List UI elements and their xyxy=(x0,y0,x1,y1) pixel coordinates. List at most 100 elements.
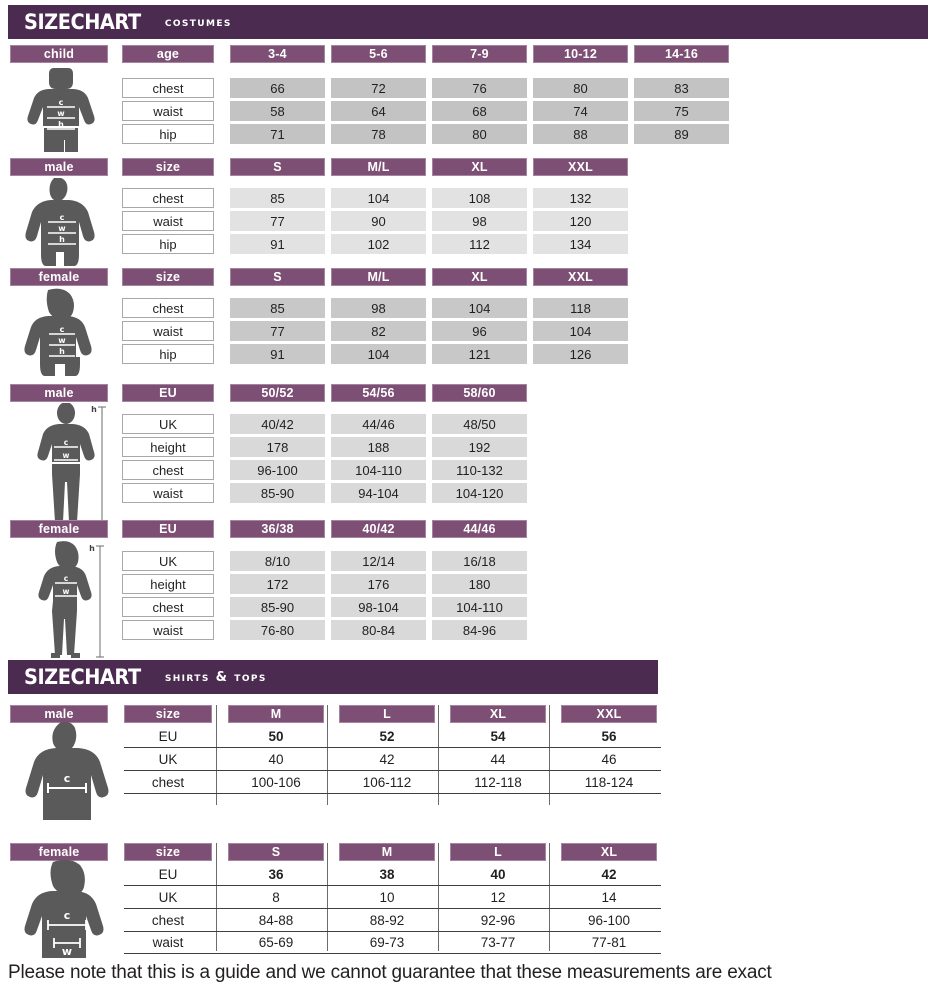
banner-subtitle: SHIRTS & TOPS xyxy=(164,669,267,685)
data-cell: 104-110 xyxy=(331,460,426,480)
data-cell: 77-81 xyxy=(591,934,627,950)
section-label-male-eu: male xyxy=(10,384,108,402)
banner-title: SIZECHART xyxy=(24,665,141,689)
grid-hline xyxy=(124,770,661,771)
data-cell: 12/14 xyxy=(331,551,426,571)
size-header-shirts-male-3: XXL xyxy=(561,705,657,723)
data-cell: 110-132 xyxy=(432,460,527,480)
data-cell: 38 xyxy=(379,866,395,882)
data-cell: 89 xyxy=(634,124,729,144)
figure-marker-h: h xyxy=(59,347,65,356)
grid-vline xyxy=(216,705,217,805)
data-cell: 82 xyxy=(331,321,426,341)
data-cell: 126 xyxy=(533,344,628,364)
data-cell: 85 xyxy=(230,188,325,208)
data-cell: 78 xyxy=(331,124,426,144)
data-cell: 54 xyxy=(490,728,506,744)
female-shirt-silhouette-figure: c w xyxy=(22,858,120,958)
data-cell: 68 xyxy=(432,101,527,121)
size-header-male-eu-0: 50/52 xyxy=(230,384,325,402)
data-cell: 84-88 xyxy=(258,912,294,928)
row-label-female-1: waist xyxy=(122,321,214,341)
data-cell: 64 xyxy=(331,101,426,121)
figure-marker-w: w xyxy=(58,224,66,233)
row-label-female-eu-3: waist xyxy=(122,620,214,640)
size-header-child-2: 7-9 xyxy=(432,45,527,63)
data-cell: 56 xyxy=(601,728,617,744)
figure-marker-c: c xyxy=(64,909,71,922)
data-cell: 106-112 xyxy=(362,774,412,790)
data-cell: 42 xyxy=(379,751,395,767)
grid-vline xyxy=(327,705,328,805)
data-cell: 14 xyxy=(601,889,617,905)
size-header-female-eu-1: 40/42 xyxy=(331,520,426,538)
data-cell: 104-120 xyxy=(432,483,527,503)
figure-marker-w: w xyxy=(58,336,66,345)
size-header-child-3: 10-12 xyxy=(533,45,628,63)
figure-marker-w: w xyxy=(63,451,70,460)
data-cell: 102 xyxy=(331,234,426,254)
size-header-female-1: M/L xyxy=(331,268,426,286)
female-torso-silhouette-figure: c w h xyxy=(18,288,106,376)
section-label-shirts-male: male xyxy=(10,705,108,723)
data-cell: 58 xyxy=(230,101,325,121)
data-cell: 104-110 xyxy=(432,597,527,617)
figure-marker-c: c xyxy=(60,213,65,222)
section-label-female-eu: female xyxy=(10,520,108,538)
data-cell: 44 xyxy=(490,751,506,767)
banner-shirts-and-tops: SIZECHART SHIRTS & TOPS xyxy=(8,660,658,694)
figure-marker-c: c xyxy=(59,98,64,107)
data-cell: 120 xyxy=(533,211,628,231)
data-cell: 180 xyxy=(432,574,527,594)
data-cell: 98-104 xyxy=(331,597,426,617)
data-cell: 80 xyxy=(533,78,628,98)
row-label-female-0: chest xyxy=(122,298,214,318)
data-cell: 40 xyxy=(490,866,506,882)
data-cell: 85 xyxy=(230,298,325,318)
size-header-male-0: S xyxy=(230,158,325,176)
figure-marker-h: h xyxy=(59,235,65,244)
row-label-child-2: hip xyxy=(122,124,214,144)
row-label-shirts-female-0: EU xyxy=(158,866,178,882)
figure-marker-c: c xyxy=(64,438,68,447)
row-label-male-eu-2: chest xyxy=(122,460,214,480)
size-header-male-eu-1: 54/56 xyxy=(331,384,426,402)
data-cell: 69-73 xyxy=(369,934,405,950)
data-cell: 88 xyxy=(533,124,628,144)
figure-marker-c: c xyxy=(64,574,68,583)
row-label-female-eu-2: chest xyxy=(122,597,214,617)
data-cell: 192 xyxy=(432,437,527,457)
size-header-label-female: size xyxy=(122,268,214,286)
data-cell: 134 xyxy=(533,234,628,254)
grid-hline xyxy=(124,793,661,794)
data-cell: 44/46 xyxy=(331,414,426,434)
data-cell: 73-77 xyxy=(480,934,516,950)
male-fullbody-silhouette-figure: c w h xyxy=(22,403,118,525)
row-label-child-0: chest xyxy=(122,78,214,98)
size-header-shirts-female-3: XL xyxy=(561,843,657,861)
data-cell: 85-90 xyxy=(230,597,325,617)
data-cell: 118 xyxy=(533,298,628,318)
data-cell: 16/18 xyxy=(432,551,527,571)
data-cell: 98 xyxy=(432,211,527,231)
data-cell: 121 xyxy=(432,344,527,364)
data-cell: 94-104 xyxy=(331,483,426,503)
data-cell: 50 xyxy=(268,728,284,744)
row-label-child-1: waist xyxy=(122,101,214,121)
figure-marker-h: h xyxy=(89,544,95,553)
data-cell: 98 xyxy=(331,298,426,318)
data-cell: 96 xyxy=(432,321,527,341)
data-cell: 46 xyxy=(601,751,617,767)
size-header-shirts-male-0: M xyxy=(228,705,324,723)
data-cell: 40/42 xyxy=(230,414,325,434)
data-cell: 36 xyxy=(268,866,284,882)
data-cell: 90 xyxy=(331,211,426,231)
data-cell: 80-84 xyxy=(331,620,426,640)
size-header-label-male: size xyxy=(122,158,214,176)
row-label-shirts-male-2: chest xyxy=(151,774,185,790)
row-label-shirts-female-3: waist xyxy=(152,934,184,950)
size-header-label-female-eu: EU xyxy=(122,520,214,538)
figure-marker-h: h xyxy=(91,405,97,414)
figure-marker-w: w xyxy=(63,587,70,596)
